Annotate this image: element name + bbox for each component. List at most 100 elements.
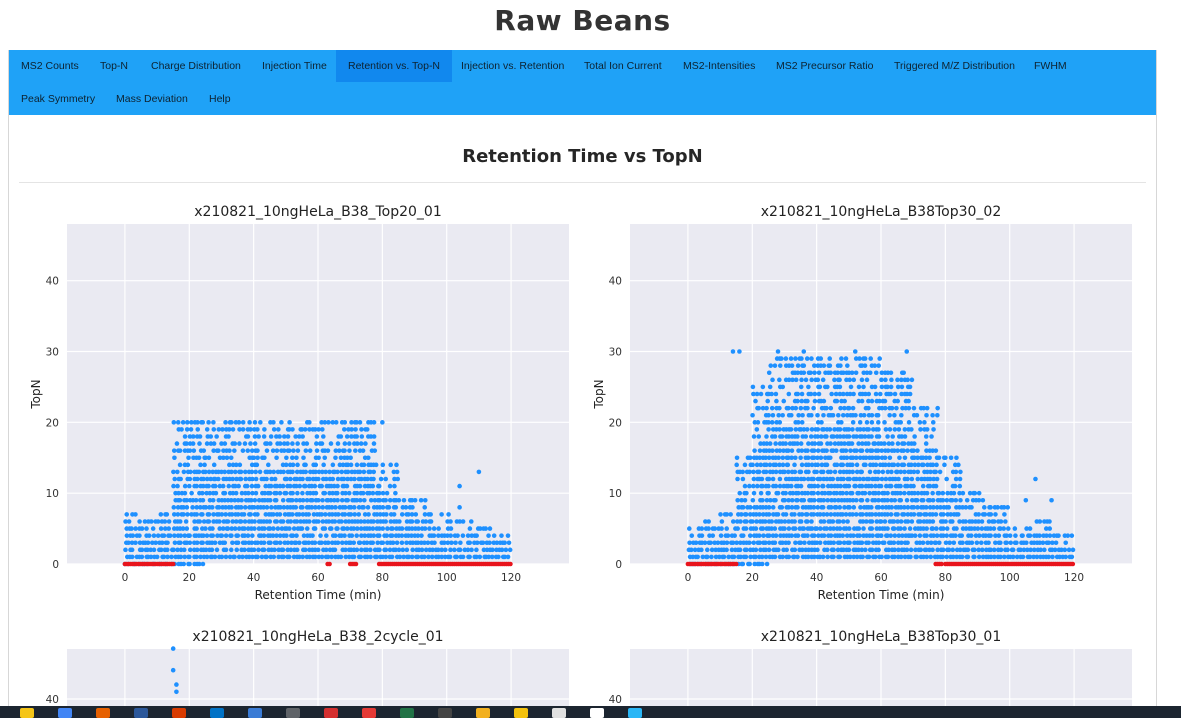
scatter-point [824, 512, 830, 517]
scatter-point [750, 497, 756, 503]
notes-icon[interactable] [590, 708, 604, 718]
scatter-point [920, 497, 926, 503]
scatter-point [921, 462, 926, 468]
scatter-point [264, 554, 269, 560]
scatter-point [486, 554, 492, 560]
nav-help[interactable]: Help [209, 93, 231, 105]
scatter-point [238, 469, 244, 475]
office-icon[interactable] [172, 708, 186, 718]
scatter-point [835, 370, 840, 376]
scatter-point [785, 448, 791, 453]
scatter-point [785, 462, 791, 468]
nav-peak-symmetry[interactable]: Peak Symmetry [21, 93, 96, 105]
nav-top-n[interactable]: Top-N [100, 60, 129, 72]
scatter-point [170, 667, 176, 673]
scatter-point [219, 441, 224, 446]
excel-icon[interactable] [400, 708, 414, 718]
scatter-point [172, 455, 177, 461]
scatter-point [457, 519, 463, 524]
scatter-point [179, 427, 184, 432]
scatter-point [246, 490, 251, 496]
scatter-point [929, 434, 934, 439]
nav-mass-deviation[interactable]: Mass Deviation [116, 93, 188, 105]
scatter-point [240, 420, 246, 425]
scatter-point [487, 540, 492, 546]
scatter-point [129, 554, 135, 560]
scatter-point [859, 469, 865, 475]
nav-injection-vs-retention[interactable]: Injection vs. Retention [461, 60, 565, 72]
files-icon[interactable] [248, 708, 262, 718]
nav-fwhm[interactable]: FWHM [1034, 60, 1067, 72]
scatter-point [177, 497, 183, 503]
scatter-point [879, 370, 885, 376]
folder-icon[interactable] [476, 708, 490, 718]
scatter-point [857, 455, 863, 461]
scatter-point [766, 455, 772, 461]
scatter-point [954, 554, 959, 560]
scatter-point [242, 519, 248, 524]
nav-injection-time[interactable]: Injection Time [262, 60, 327, 72]
scatter-point [820, 505, 826, 510]
scatter-point [754, 519, 759, 524]
scatter-point [190, 441, 196, 446]
scatter-point [294, 469, 300, 475]
acrobat-icon[interactable] [324, 708, 338, 718]
scatter-point [349, 420, 354, 425]
scatter-point [820, 377, 826, 383]
scatter-point [222, 469, 227, 475]
nav-ms2-precursor-ratio[interactable]: MS2 Precursor Ratio [776, 60, 874, 72]
nav-triggered-mz-distribution[interactable]: Triggered M/Z Distribution [894, 60, 1015, 72]
scatter-point [415, 540, 421, 546]
scatter-point [918, 547, 924, 553]
scatter-point [875, 448, 881, 453]
scatter-point [876, 427, 881, 432]
scatter-point [963, 526, 969, 531]
scatter-point [998, 526, 1003, 531]
scatter-point [770, 476, 776, 482]
scatter-point [187, 540, 193, 546]
scatter-point [780, 455, 786, 461]
scatter-point [196, 561, 202, 567]
scatter-point [752, 448, 757, 453]
scatter-point [380, 469, 386, 475]
start-icon[interactable] [20, 708, 34, 718]
scatter-point [818, 434, 824, 439]
scatter-point [394, 540, 400, 546]
scatter-point [354, 462, 360, 468]
scatter-point [789, 497, 795, 503]
scatter-point [195, 427, 201, 432]
scatter-point [793, 356, 798, 361]
scatter-point [362, 519, 367, 524]
scatter-point [392, 483, 397, 489]
user-icon[interactable] [514, 708, 528, 718]
paint-icon[interactable] [552, 708, 566, 718]
scatter-point [883, 476, 889, 482]
scatter-point [377, 497, 382, 503]
app-icon[interactable] [362, 708, 376, 718]
scatter-point [857, 356, 862, 361]
scatter-point [801, 476, 807, 482]
scatter-point [233, 490, 239, 496]
word-icon[interactable] [134, 708, 148, 718]
terminal-icon[interactable] [438, 708, 452, 718]
chrome-icon[interactable] [58, 708, 72, 718]
nav-ms2-counts[interactable]: MS2 Counts [21, 60, 79, 72]
outlook-icon[interactable] [210, 708, 224, 718]
scatter-point [793, 427, 799, 432]
nav-retention-vs-top-n[interactable]: Retention vs. Top-N [336, 50, 453, 82]
scatter-point [431, 533, 437, 538]
scatter-point [858, 505, 863, 510]
scatter-point [809, 462, 815, 468]
nav-charge-distribution[interactable]: Charge Distribution [151, 60, 241, 72]
scatter-point [751, 476, 757, 482]
globe-icon[interactable] [628, 708, 642, 718]
firefox-icon[interactable] [96, 708, 110, 718]
nav-ms2-intensities[interactable]: MS2-Intensities [683, 60, 756, 72]
scatter-point [925, 462, 930, 468]
nav-total-ion-current[interactable]: Total Ion Current [584, 60, 662, 72]
scatter-point [1042, 547, 1047, 553]
scatter-point [846, 427, 852, 432]
scatter-point [938, 505, 943, 510]
scatter-point [203, 505, 209, 510]
browser-icon[interactable] [286, 708, 300, 718]
